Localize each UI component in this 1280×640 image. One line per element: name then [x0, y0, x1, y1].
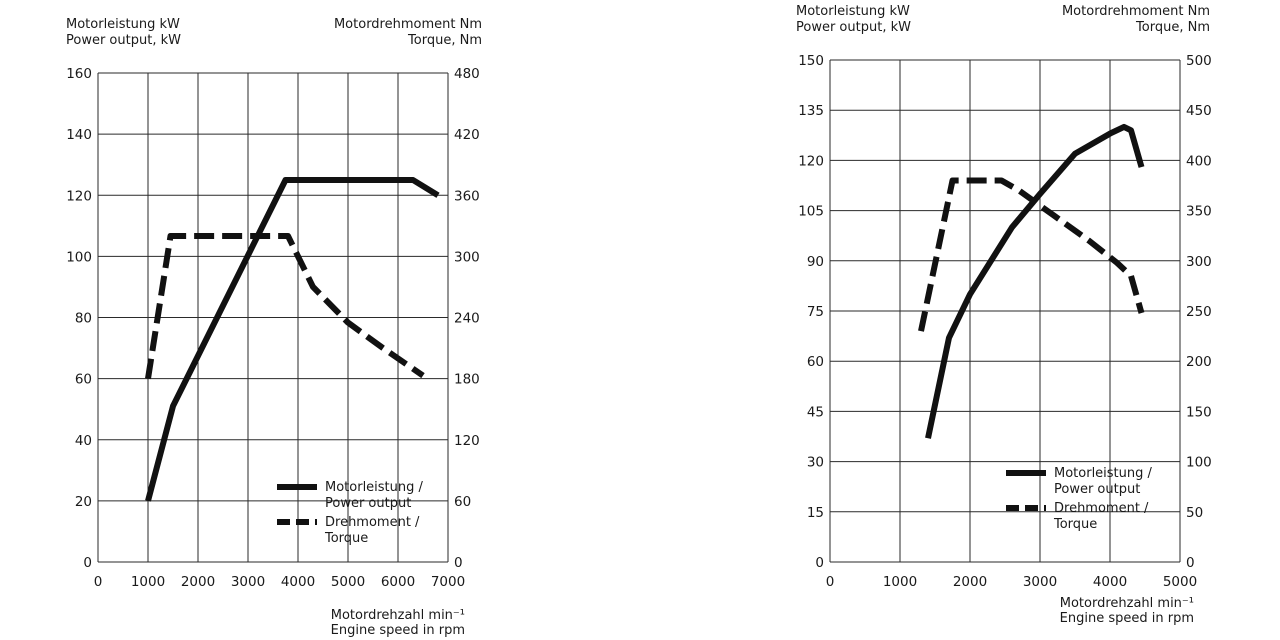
y-left-tick-label: 100	[66, 249, 92, 265]
y-left-tick-label: 80	[75, 311, 92, 327]
y-right-tick-label: 100	[1186, 455, 1212, 471]
y-left-tick-label: 75	[807, 304, 824, 320]
y-left-tick-label: 45	[807, 404, 824, 420]
y-right-tick-label: 200	[1186, 354, 1212, 370]
y-left-tick-label: 105	[798, 204, 824, 220]
x-tick-label: 6000	[381, 574, 415, 590]
legend: Motorleistung /Power output Drehmoment /T…	[277, 480, 424, 546]
x-tick-label: 7000	[431, 574, 465, 590]
y-right-tick-label: 120	[454, 433, 480, 449]
legend-label: Drehmoment /	[1054, 501, 1149, 516]
power-line	[145, 177, 440, 502]
y-right-tick-label: 420	[454, 127, 480, 143]
y-left-tick-label: 150	[798, 53, 824, 69]
x-tick-label: 2000	[181, 574, 215, 590]
y-right-tick-label: 240	[454, 311, 480, 327]
legend-label: Power output	[325, 496, 411, 511]
y-right-axis-label: Torque, Nm	[1135, 20, 1210, 35]
x-tick-label: 1000	[883, 574, 917, 590]
x-axis-label: Engine speed in rpm	[331, 623, 465, 638]
x-axis-label: Motordrehzahl min⁻¹	[331, 608, 465, 623]
legend-label: Torque	[324, 531, 368, 546]
legend-label: Torque	[1053, 517, 1097, 532]
y-left-tick-label: 120	[66, 188, 92, 204]
y-left-tick-label: 60	[75, 372, 92, 388]
y-left-tick-label: 160	[66, 66, 92, 82]
y-left-tick-label: 120	[798, 153, 824, 169]
y-right-tick-label: 180	[454, 372, 480, 388]
y-right-tick-label: 480	[454, 66, 480, 82]
y-left-tick-label: 15	[807, 505, 824, 521]
y-right-tick-label: 0	[454, 555, 463, 571]
legend-label: Motorleistung /	[1054, 466, 1153, 481]
x-axis-label: Motordrehzahl min⁻¹	[1060, 596, 1194, 611]
torque-line	[145, 233, 425, 380]
y-right-axis-label: Torque, Nm	[407, 33, 482, 48]
x-tick-label: 0	[826, 574, 835, 590]
y-right-tick-label: 150	[1186, 404, 1212, 420]
y-right-tick-label: 60	[454, 494, 471, 510]
y-right-tick-label: 300	[1186, 254, 1212, 270]
y-left-tick-label: 30	[807, 455, 824, 471]
x-tick-label: 3000	[1023, 574, 1057, 590]
x-tick-label: 5000	[1163, 574, 1197, 590]
x-tick-label: 2000	[953, 574, 987, 590]
x-tick-label: 4000	[281, 574, 315, 590]
x-tick-label: 5000	[331, 574, 365, 590]
y-left-axis-label: Motorleistung kW	[66, 17, 180, 32]
y-right-tick-label: 450	[1186, 103, 1212, 119]
chart-1: 0 1000 2000 3000 4000 5000 6000 700002040608010…	[66, 17, 482, 638]
y-right-tick-label: 500	[1186, 53, 1212, 69]
legend-label: Drehmoment /	[325, 515, 420, 530]
y-left-tick-label: 0	[83, 555, 92, 571]
x-tick-label: 4000	[1093, 574, 1127, 590]
y-left-tick-label: 40	[75, 433, 92, 449]
y-left-tick-label: 60	[807, 354, 824, 370]
y-right-tick-label: 300	[454, 249, 480, 265]
y-right-tick-label: 250	[1186, 304, 1212, 320]
y-left-tick-label: 0	[815, 555, 824, 571]
power-line	[925, 123, 1145, 439]
y-right-axis-label: Motordrehmoment Nm	[1062, 4, 1210, 19]
y-left-tick-label: 135	[798, 103, 824, 119]
x-tick-label: 1000	[131, 574, 165, 590]
legend: Motorleistung /Power output Drehmoment /T…	[1006, 466, 1153, 532]
chart-2: 0 1000 2000 3000 4000 50000153045607590105120…	[796, 4, 1212, 626]
y-right-axis-label: Motordrehmoment Nm	[334, 17, 482, 32]
y-left-axis-label: Power output, kW	[796, 20, 911, 35]
y-left-axis-label: Motorleistung kW	[796, 4, 910, 19]
x-tick-label: 3000	[231, 574, 265, 590]
y-right-tick-label: 360	[454, 188, 480, 204]
y-left-tick-label: 90	[807, 254, 824, 270]
legend-label: Power output	[1054, 482, 1140, 497]
y-left-tick-label: 140	[66, 127, 92, 143]
y-left-axis-label: Power output, kW	[66, 33, 181, 48]
y-right-tick-label: 350	[1186, 204, 1212, 220]
y-right-tick-label: 50	[1186, 505, 1203, 521]
x-axis-label: Engine speed in rpm	[1060, 611, 1194, 626]
y-right-tick-label: 400	[1186, 153, 1212, 169]
y-right-tick-label: 0	[1186, 555, 1195, 571]
y-left-tick-label: 20	[75, 494, 92, 510]
legend-label: Motorleistung /	[325, 480, 424, 495]
x-tick-label: 0	[94, 574, 103, 590]
